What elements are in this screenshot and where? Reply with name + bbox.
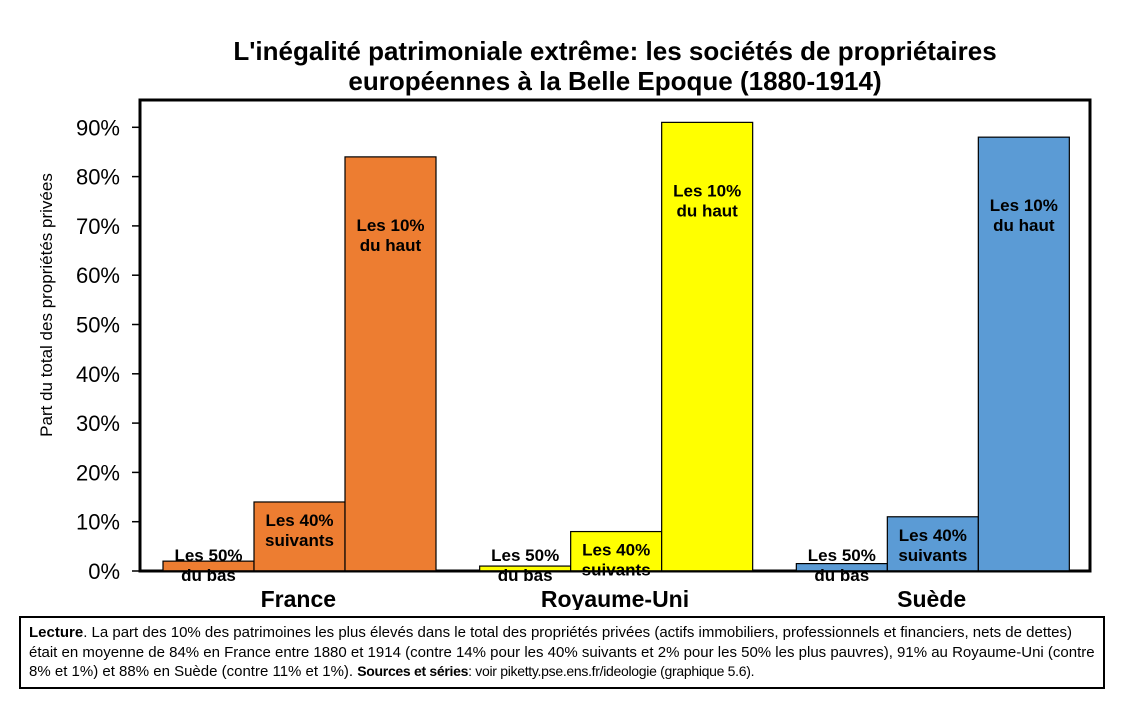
- x-axis-categories: France Royaume-Uni Suède: [261, 586, 967, 610]
- sources-text: : voir piketty.pse.ens.fr/ideologie (gra…: [468, 663, 755, 679]
- y-tick-label: 70%: [76, 214, 120, 239]
- y-axis: 0% 10% 20% 30% 40% 50% 60% 70% 80% 90%: [76, 115, 140, 584]
- bar-data-label: Les 50%: [491, 546, 559, 565]
- bar-data-label: du bas: [498, 566, 553, 585]
- reading-note-lead: Lecture: [29, 624, 84, 641]
- bar: [977, 136, 1070, 572]
- reading-note-text: . La part des 10% des patrimoines les pl…: [29, 624, 1095, 680]
- bar-data-label: Les 40%: [582, 541, 650, 560]
- y-tick-label: 0%: [88, 559, 120, 584]
- bar-data-label: suivants: [265, 531, 334, 550]
- y-tick-label: 50%: [76, 313, 120, 338]
- bar-chart: 0%10%20%30%40%50%60%70%80%90% Les 50%du …: [37, 98, 1092, 610]
- chart-title: L'inégalité patrimoniale extrême: les so…: [140, 36, 1090, 96]
- reading-note: Lecture. La part des 10% des patrimoines…: [19, 616, 1105, 689]
- y-tick-label: 10%: [76, 510, 120, 535]
- bar-data-label: suivants: [582, 561, 651, 580]
- plot-area-frame: [138, 98, 1092, 573]
- y-axis-label: Part du total des propriétés privées: [37, 173, 56, 437]
- y-tick-label: 80%: [76, 165, 120, 190]
- chart-title-line2: européennes à la Belle Epoque (1880-1914…: [348, 66, 882, 96]
- y-tick-label: 40%: [76, 362, 120, 387]
- x-category-label: France: [261, 586, 336, 610]
- x-category-label: Suède: [897, 586, 966, 610]
- y-tick-label: 60%: [76, 263, 120, 288]
- bar: [661, 121, 754, 572]
- bar-data-label: du haut: [993, 216, 1055, 235]
- sources-lead: Sources et séries: [357, 663, 469, 679]
- bar-data-label: Les 10%: [356, 216, 424, 235]
- bar-data-label: du bas: [814, 566, 869, 585]
- y-tick-label: 20%: [76, 460, 120, 485]
- y-tick-label: 90%: [76, 115, 120, 140]
- bar: [886, 516, 979, 572]
- bar-data-label: Les 10%: [990, 196, 1058, 215]
- bar-data-label: Les 40%: [899, 526, 967, 545]
- bar-data-label: Les 10%: [673, 181, 741, 200]
- bar-data-label: Les 50%: [174, 546, 242, 565]
- y-tick-label: 30%: [76, 411, 120, 436]
- chart-title-line1: L'inégalité patrimoniale extrême: les so…: [233, 36, 997, 66]
- bar-data-label: du haut: [676, 201, 738, 220]
- x-category-label: Royaume-Uni: [541, 586, 689, 610]
- bar-data-label: du haut: [360, 236, 422, 255]
- bar-data-label: suivants: [898, 546, 967, 565]
- bars-layer: [140, 121, 1090, 572]
- bar-data-label: du bas: [181, 566, 236, 585]
- bar-data-label: Les 40%: [265, 511, 333, 530]
- bar-data-label: Les 50%: [808, 546, 876, 565]
